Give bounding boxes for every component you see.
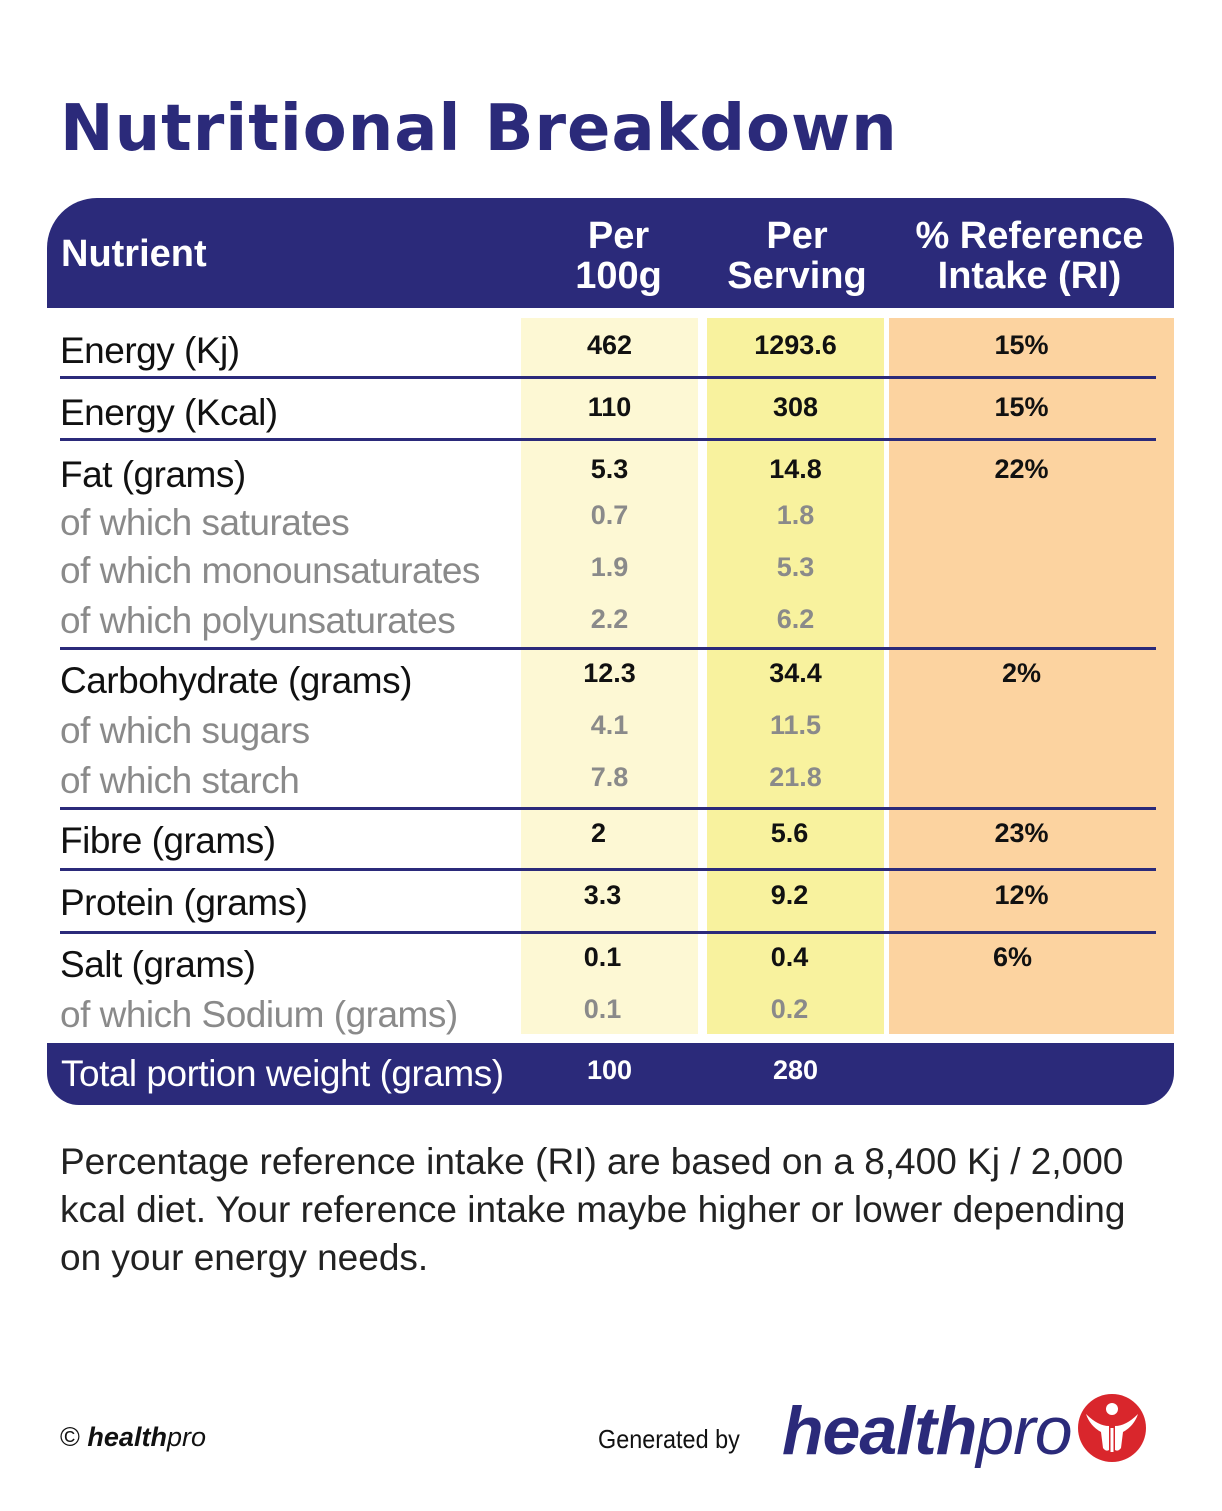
row-ri: 15% (994, 392, 1049, 422)
row-ri: 22% (994, 454, 1049, 484)
row-per100: 0.1 (583, 994, 622, 1024)
total-perserving: 280 (772, 1055, 819, 1085)
row-per100: 5.3 (590, 454, 629, 484)
ri-column-bg (889, 318, 1174, 1034)
row-per100: 3.3 (583, 880, 622, 910)
row-per100: 0.7 (590, 500, 629, 530)
row-divider (60, 647, 1156, 650)
row-perserving: 6.2 (776, 604, 815, 634)
copyright: © healthpro (60, 1422, 206, 1452)
healthpro-logo-text: healthpro (782, 1393, 1073, 1469)
row-ri: 15% (994, 330, 1049, 360)
row-per100: 110 (587, 392, 632, 422)
perserving-column-bg (707, 318, 884, 1034)
row-label: Energy (Kj) (60, 330, 240, 371)
row-ri: 23% (994, 818, 1049, 848)
row-perserving: 21.8 (769, 762, 822, 792)
row-per100: 2.2 (590, 604, 629, 634)
row-perserving: 1.8 (776, 500, 815, 530)
row-per100: 12.3 (583, 658, 636, 688)
row-per100: 1.9 (590, 552, 629, 582)
row-perserving: 1293.6 (754, 330, 837, 360)
row-per100: 7.8 (590, 762, 629, 792)
header-perserving: Per Serving (727, 215, 867, 297)
header-nutrient: Nutrient (61, 233, 207, 275)
row-label: of which monounsaturates (60, 550, 480, 591)
row-label: of which starch (60, 760, 300, 801)
row-perserving: 14.8 (769, 454, 822, 484)
total-row: Total portion weight (grams) 100 280 (47, 1043, 1174, 1105)
row-label: of which saturates (60, 502, 350, 543)
row-label: Energy (Kcal) (60, 392, 278, 433)
row-perserving: 0.2 (770, 994, 809, 1024)
row-divider (60, 931, 1156, 934)
row-perserving: 0.4 (770, 942, 809, 972)
row-divider (60, 438, 1156, 441)
ri-note: Percentage reference intake (RI) are bas… (60, 1141, 1126, 1278)
row-divider (60, 868, 1156, 871)
row-ri: 6% (992, 942, 1033, 972)
table-header: Nutrient Per 100g Per Serving % Referenc… (47, 198, 1174, 308)
row-perserving: 308 (772, 392, 819, 422)
row-per100: 0.1 (583, 942, 622, 972)
total-per100: 100 (586, 1055, 633, 1085)
row-divider (60, 807, 1156, 810)
row-divider (60, 376, 1156, 379)
row-label: Fibre (grams) (60, 820, 276, 861)
row-label: of which polyunsaturates (60, 600, 456, 641)
healthpro-figure-icon (1078, 1394, 1146, 1462)
row-ri: 2% (1001, 658, 1042, 688)
header-ri: % Reference Intake (RI) (915, 215, 1144, 297)
row-perserving: 34.4 (769, 658, 822, 688)
page-title: Nutritional Breakdown (60, 92, 898, 166)
row-label: Fat (grams) (60, 454, 246, 495)
generated-by-label: Generated by (598, 1424, 740, 1454)
row-per100: 462 (586, 330, 633, 360)
row-ri: 12% (994, 880, 1049, 910)
row-label: Salt (grams) (60, 944, 256, 985)
row-perserving: 5.3 (776, 552, 815, 582)
row-label: of which Sodium (grams) (60, 994, 458, 1035)
row-perserving: 11.5 (769, 710, 822, 740)
header-per100: Per 100g (575, 215, 662, 297)
row-per100: 2 (590, 818, 607, 848)
row-label: of which sugars (60, 710, 310, 751)
per100-column-bg (521, 318, 698, 1034)
row-perserving: 9.2 (770, 880, 809, 910)
row-per100: 4.1 (590, 710, 629, 740)
total-label: Total portion weight (grams) (61, 1053, 504, 1094)
row-label: Carbohydrate (grams) (60, 660, 412, 701)
row-label: Protein (grams) (60, 882, 308, 923)
row-perserving: 5.6 (770, 818, 809, 848)
